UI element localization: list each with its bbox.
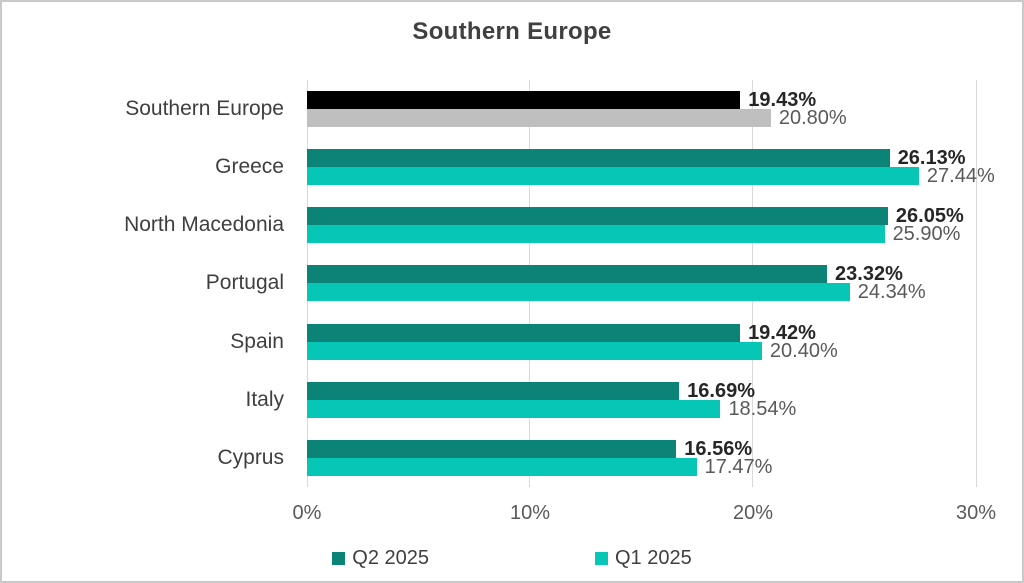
plot-area: 19.43% 20.80% 26.13% 27.44% 26.05% 25.90% 23.3… [306,80,995,487]
legend-label: Q2 2025 [352,547,429,569]
data-label-q2-2025-north-macedonia: 26.05% [895,205,964,228]
data-label-q2-2025-cyprus: 16.56% [684,437,753,460]
gridline-30 [975,80,977,487]
bar-q1-2025-north-macedonia [307,225,885,244]
data-label-q1-2025-spain: 20.40% [769,339,838,362]
bar-q2-2025-portugal [307,265,828,284]
bar-q1-2025-greece [307,167,919,186]
data-label-q1-2025-southern-europe: 20.80% [778,107,847,130]
data-label-q1-2025-italy: 18.54% [728,397,797,420]
bar-q1-2025-southern-europe [307,109,771,128]
category-label-cyprus: Cyprus [217,445,284,469]
bar-line-q2-2025-greece: 26.13% [307,147,976,170]
data-label-q2-2025-portugal: 23.32% [835,263,903,286]
bar-line-q1-2025-italy: 18.54% [307,397,976,420]
bar-q1-2025-portugal [307,283,850,302]
legend-item-q1-2025: Q1 2025 [595,547,692,570]
legend-swatch-icon [595,552,608,565]
bar-line-q1-2025-north-macedonia: 25.90% [307,223,976,246]
bar-group-greece: 26.13% 27.44% [307,138,995,196]
bar-line-q2-2025-spain: 19.42% [307,321,976,344]
axis-tick-label-10: 10% [509,502,551,524]
bar-group-spain: 19.42% 20.40% [307,313,976,371]
bar-group-italy: 16.69% 18.54% [307,371,976,429]
bar-line-q2-2025-cyprus: 16.56% [307,437,976,460]
bar-group-north-macedonia: 26.05% 25.90% [307,196,976,254]
bar-group-southern-europe: 19.43% 20.80% [307,80,976,138]
bar-q2-2025-cyprus [307,439,677,458]
bar-line-q1-2025-cyprus: 17.47% [307,455,976,478]
data-label-q2-2025-southern-europe: 19.43% [748,89,817,112]
data-label-q1-2025-cyprus: 17.47% [704,455,773,478]
bar-line-q1-2025-southern-europe: 20.80% [307,107,976,130]
bar-line-q2-2025-italy: 16.69% [307,379,976,402]
data-label-q1-2025-greece: 27.44% [926,165,995,188]
category-label-italy: Italy [245,387,284,411]
bar-q1-2025-spain [307,341,762,360]
legend: Q2 2025 Q1 2025 [2,547,1022,570]
bar-q2-2025-north-macedonia [307,207,888,226]
axis-tick-label-30: 30% [955,502,997,524]
axis-tick-label-20: 20% [732,502,774,524]
category-label-spain: Spain [230,329,284,353]
category-label-north-macedonia: North Macedonia [124,213,284,237]
value-axis: 0% 10% 20% 30% [293,502,996,528]
category-axis: Southern Europe Greece North Macedonia Port… [2,80,295,487]
chart-title: Southern Europe [412,18,612,45]
legend-item-q2-2025: Q2 2025 [332,547,429,570]
bar-q1-2025-italy [307,399,721,418]
category-label-portugal: Portugal [205,271,284,295]
data-label-q2-2025-italy: 16.69% [687,379,756,402]
axis-tick-label-0: 0% [292,502,322,524]
bar-q2-2025-spain [307,323,741,342]
bar-line-q2-2025-north-macedonia: 26.05% [307,205,976,228]
bar-q2-2025-italy [307,381,680,400]
data-label-q2-2025-greece: 26.13% [897,147,966,170]
data-label-q1-2025-north-macedonia: 25.90% [892,223,961,246]
category-label-greece: Greece [215,155,284,179]
bar-group-portugal: 23.32% 24.34% [307,254,976,312]
data-label-q1-2025-portugal: 24.34% [857,281,926,304]
category-label-southern-europe: Southern Europe [125,97,284,121]
bar-line-q2-2025-southern-europe: 19.43% [307,89,976,112]
bar-line-q1-2025-spain: 20.40% [307,339,976,362]
bar-group-cyprus: 16.56% 17.47% [307,429,976,487]
bar-q2-2025-greece [307,149,890,168]
bar-q1-2025-cyprus [307,457,697,476]
bar-line-q2-2025-portugal: 23.32% [307,263,976,286]
legend-label: Q1 2025 [615,547,692,569]
bar-line-q1-2025-greece: 27.44% [307,166,995,186]
bar-line-q1-2025-portugal: 24.34% [307,281,976,304]
data-label-q2-2025-spain: 19.42% [748,321,816,344]
legend-swatch-icon [332,552,346,565]
bar-q2-2025-southern-europe [307,91,741,110]
